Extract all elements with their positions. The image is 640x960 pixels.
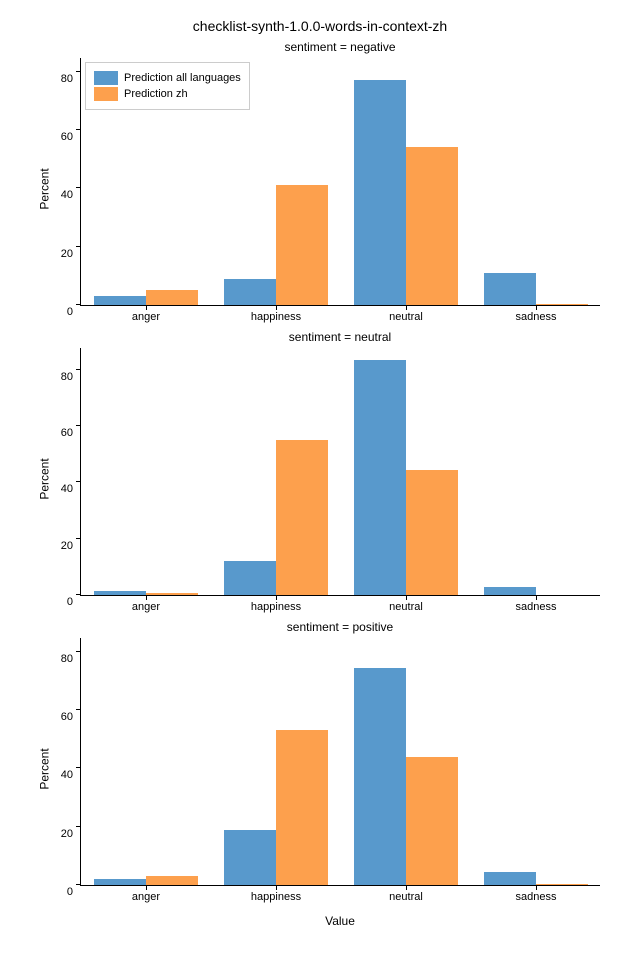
xtick-mark — [406, 885, 407, 890]
xtick-mark — [536, 305, 537, 310]
ytick-label: 40 — [61, 189, 81, 201]
ytick-mark — [76, 425, 81, 426]
ytick-mark — [76, 246, 81, 247]
figure-title: checklist-synth-1.0.0-words-in-context-z… — [0, 18, 640, 34]
bar — [146, 593, 198, 595]
ytick-mark — [76, 594, 81, 595]
ytick-label: 20 — [61, 248, 81, 260]
panel-title: sentiment = negative — [80, 40, 600, 54]
bar — [406, 147, 458, 305]
xtick-mark — [406, 595, 407, 600]
plot-area: 020406080angerhappinessneutralsadness — [80, 638, 600, 886]
ytick-label: 0 — [67, 306, 81, 318]
bar — [484, 872, 536, 885]
xtick-mark — [276, 595, 277, 600]
ytick-mark — [76, 826, 81, 827]
xtick-mark — [406, 305, 407, 310]
bar — [224, 830, 276, 885]
ytick-mark — [76, 651, 81, 652]
bar — [536, 304, 588, 305]
xtick-mark — [536, 885, 537, 890]
bar — [276, 185, 328, 305]
ytick-mark — [76, 538, 81, 539]
bar — [224, 279, 276, 305]
ytick-mark — [76, 304, 81, 305]
ytick-mark — [76, 709, 81, 710]
bar — [94, 879, 146, 885]
ytick-label: 20 — [61, 828, 81, 840]
ytick-mark — [76, 129, 81, 130]
legend-item: Prediction all languages — [94, 71, 241, 85]
panel-title: sentiment = neutral — [80, 330, 600, 344]
bar — [484, 587, 536, 595]
panel-title: sentiment = positive — [80, 620, 600, 634]
ytick-mark — [76, 369, 81, 370]
ytick-label: 0 — [67, 886, 81, 898]
legend-swatch — [94, 87, 118, 101]
legend-item: Prediction zh — [94, 87, 241, 101]
xtick-mark — [276, 885, 277, 890]
ytick-label: 40 — [61, 483, 81, 495]
bar — [224, 561, 276, 595]
xtick-mark — [276, 305, 277, 310]
bar — [276, 730, 328, 885]
ytick-label: 40 — [61, 769, 81, 781]
xtick-mark — [146, 885, 147, 890]
ylabel: Percent — [38, 458, 52, 499]
legend-label: Prediction all languages — [124, 72, 241, 84]
bar — [354, 80, 406, 305]
ytick-mark — [76, 71, 81, 72]
ytick-mark — [76, 767, 81, 768]
bar — [354, 668, 406, 885]
bar — [536, 884, 588, 885]
legend-label: Prediction zh — [124, 88, 188, 100]
ytick-label: 80 — [61, 653, 81, 665]
ytick-label: 80 — [61, 371, 81, 383]
ytick-mark — [76, 187, 81, 188]
legend-swatch — [94, 71, 118, 85]
bar — [276, 440, 328, 595]
bar — [406, 757, 458, 885]
ylabel: Percent — [38, 168, 52, 209]
plot-area: 020406080angerhappinessneutralsadnessPre… — [80, 58, 600, 306]
bar — [146, 876, 198, 885]
ytick-label: 60 — [61, 427, 81, 439]
ytick-mark — [76, 884, 81, 885]
bar — [354, 360, 406, 595]
bar — [484, 273, 536, 305]
bar — [146, 290, 198, 305]
plot-area: 020406080angerhappinessneutralsadness — [80, 348, 600, 596]
ytick-mark — [76, 481, 81, 482]
ylabel: Percent — [38, 748, 52, 789]
xlabel: Value — [80, 914, 600, 928]
ytick-label: 80 — [61, 73, 81, 85]
bar — [94, 591, 146, 595]
ytick-label: 60 — [61, 131, 81, 143]
legend: Prediction all languages Prediction zh — [85, 62, 250, 110]
bar — [406, 470, 458, 595]
ytick-label: 0 — [67, 596, 81, 608]
bar — [94, 296, 146, 305]
xtick-mark — [536, 595, 537, 600]
ytick-label: 20 — [61, 540, 81, 552]
ytick-label: 60 — [61, 711, 81, 723]
xtick-mark — [146, 595, 147, 600]
xtick-mark — [146, 305, 147, 310]
